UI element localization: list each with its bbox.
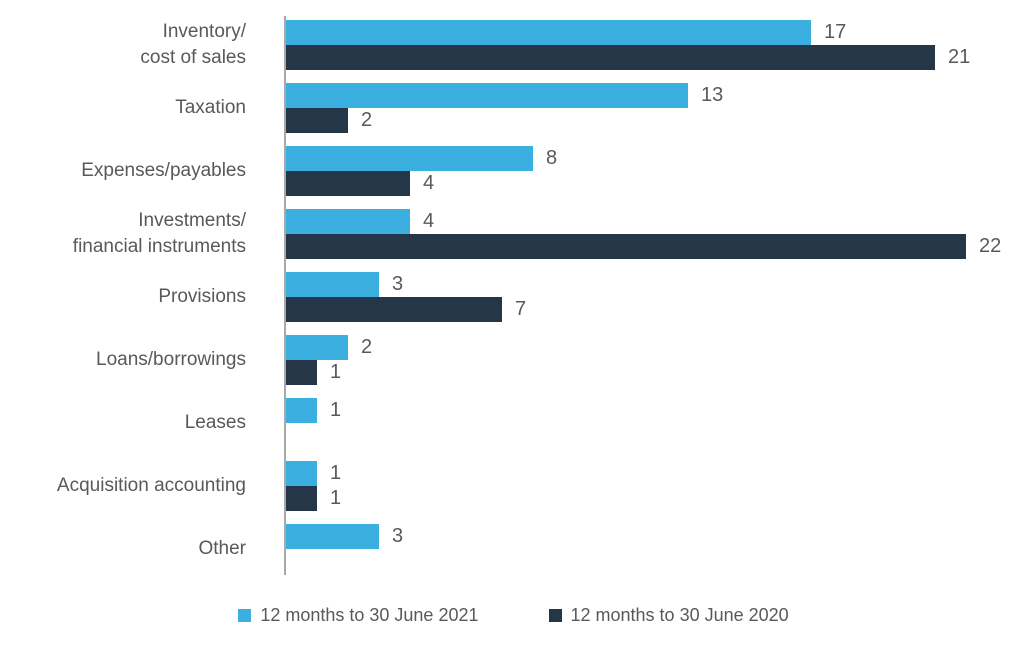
value-label: 1	[330, 361, 342, 383]
legend: 12 months to 30 June 2021 12 months to 30…	[0, 605, 1027, 626]
bar-slot-2020	[286, 423, 341, 448]
bar-slot-2020: 21	[286, 45, 970, 70]
chart-rows: Inventory/ cost of sales 17 21 Taxation 13 2 E…	[0, 20, 1001, 587]
bar-slot-2020: 22	[286, 234, 1001, 259]
bar-2020	[286, 171, 410, 196]
bar-slot-2020: 7	[286, 297, 526, 322]
bar-2021	[286, 461, 317, 486]
value-label: 3	[392, 525, 404, 547]
bar-2021	[286, 209, 410, 234]
bar-slot-2021: 1	[286, 398, 341, 423]
chart-row: Loans/borrowings 2 1	[0, 335, 1001, 385]
bar-slot-2020: 1	[286, 360, 372, 385]
bar-2021	[286, 272, 379, 297]
chart-row: Provisions 3 7	[0, 272, 1001, 322]
bar-slot-2020: 1	[286, 486, 341, 511]
legend-label: 12 months to 30 June 2020	[570, 605, 789, 625]
bar-slot-2020	[286, 549, 403, 574]
bar-slot-2021: 3	[286, 272, 526, 297]
chart-row: Taxation 13 2	[0, 83, 1001, 133]
category-label: Investments/ financial instruments	[72, 210, 246, 257]
bar-group: 4 22	[266, 209, 1001, 259]
value-label: 4	[423, 172, 435, 194]
value-label: 1	[330, 487, 342, 509]
value-label: 13	[701, 84, 724, 106]
bar-slot-2020: 2	[286, 108, 723, 133]
value-label: 3	[392, 273, 404, 295]
bar-group: 3	[266, 524, 403, 574]
legend-label: 12 months to 30 June 2021	[260, 605, 479, 625]
bar-slot-2021: 13	[286, 83, 723, 108]
bar-group: 17 21	[266, 20, 970, 70]
value-label: 2	[361, 336, 373, 358]
bar-2021	[286, 83, 688, 108]
chart-row: Other 3	[0, 524, 1001, 574]
value-label: 4	[423, 210, 435, 232]
bar-slot-2021: 17	[286, 20, 970, 45]
chart-row: Investments/ financial instruments 4 22	[0, 209, 1001, 259]
value-label: 1	[330, 399, 342, 421]
bar-2020	[286, 234, 966, 259]
category-label: Leases	[184, 412, 246, 434]
bar-2020	[286, 45, 935, 70]
bar-slot-2021: 2	[286, 335, 372, 360]
category-label: Loans/borrowings	[96, 349, 246, 371]
bar-2021	[286, 20, 811, 45]
chart-row: Expenses/payables 8 4	[0, 146, 1001, 196]
category-label: Expenses/payables	[81, 160, 246, 182]
bar-2021	[286, 146, 533, 171]
legend-item-2020: 12 months to 30 June 2020	[548, 605, 789, 626]
bar-group: 1	[266, 398, 341, 448]
category-label: Provisions	[158, 286, 246, 308]
chart-row: Inventory/ cost of sales 17 21	[0, 20, 1001, 70]
category-label: Inventory/ cost of sales	[140, 21, 246, 68]
category-label: Taxation	[175, 97, 246, 119]
value-label: 7	[515, 298, 527, 320]
bar-2020	[286, 486, 317, 511]
legend-item-2021: 12 months to 30 June 2021	[238, 605, 479, 626]
bar-group: 13 2	[266, 83, 723, 133]
category-label: Acquisition accounting	[56, 475, 246, 497]
value-label: 1	[330, 462, 342, 484]
bar-slot-2021: 4	[286, 209, 1001, 234]
value-label: 22	[979, 235, 1002, 257]
bar-2021	[286, 524, 379, 549]
bar-slot-2021: 3	[286, 524, 403, 549]
bar-2020	[286, 297, 502, 322]
bar-slot-2020: 4	[286, 171, 557, 196]
bar-slot-2021: 1	[286, 461, 341, 486]
category-label: Other	[198, 538, 246, 560]
value-label: 17	[824, 21, 847, 43]
value-label: 8	[546, 147, 558, 169]
chart-row: Acquisition accounting 1 1	[0, 461, 1001, 511]
bar-2020	[286, 108, 348, 133]
value-label: 2	[361, 109, 373, 131]
bar-2021	[286, 398, 317, 423]
legend-swatch-icon	[238, 609, 252, 622]
bar-2020	[286, 360, 317, 385]
y-axis-line	[284, 16, 286, 575]
bar-slot-2021: 8	[286, 146, 557, 171]
value-label: 21	[948, 46, 971, 68]
legend-swatch-icon	[548, 609, 562, 622]
bar-2021	[286, 335, 348, 360]
chart-row: Leases 1	[0, 398, 1001, 448]
